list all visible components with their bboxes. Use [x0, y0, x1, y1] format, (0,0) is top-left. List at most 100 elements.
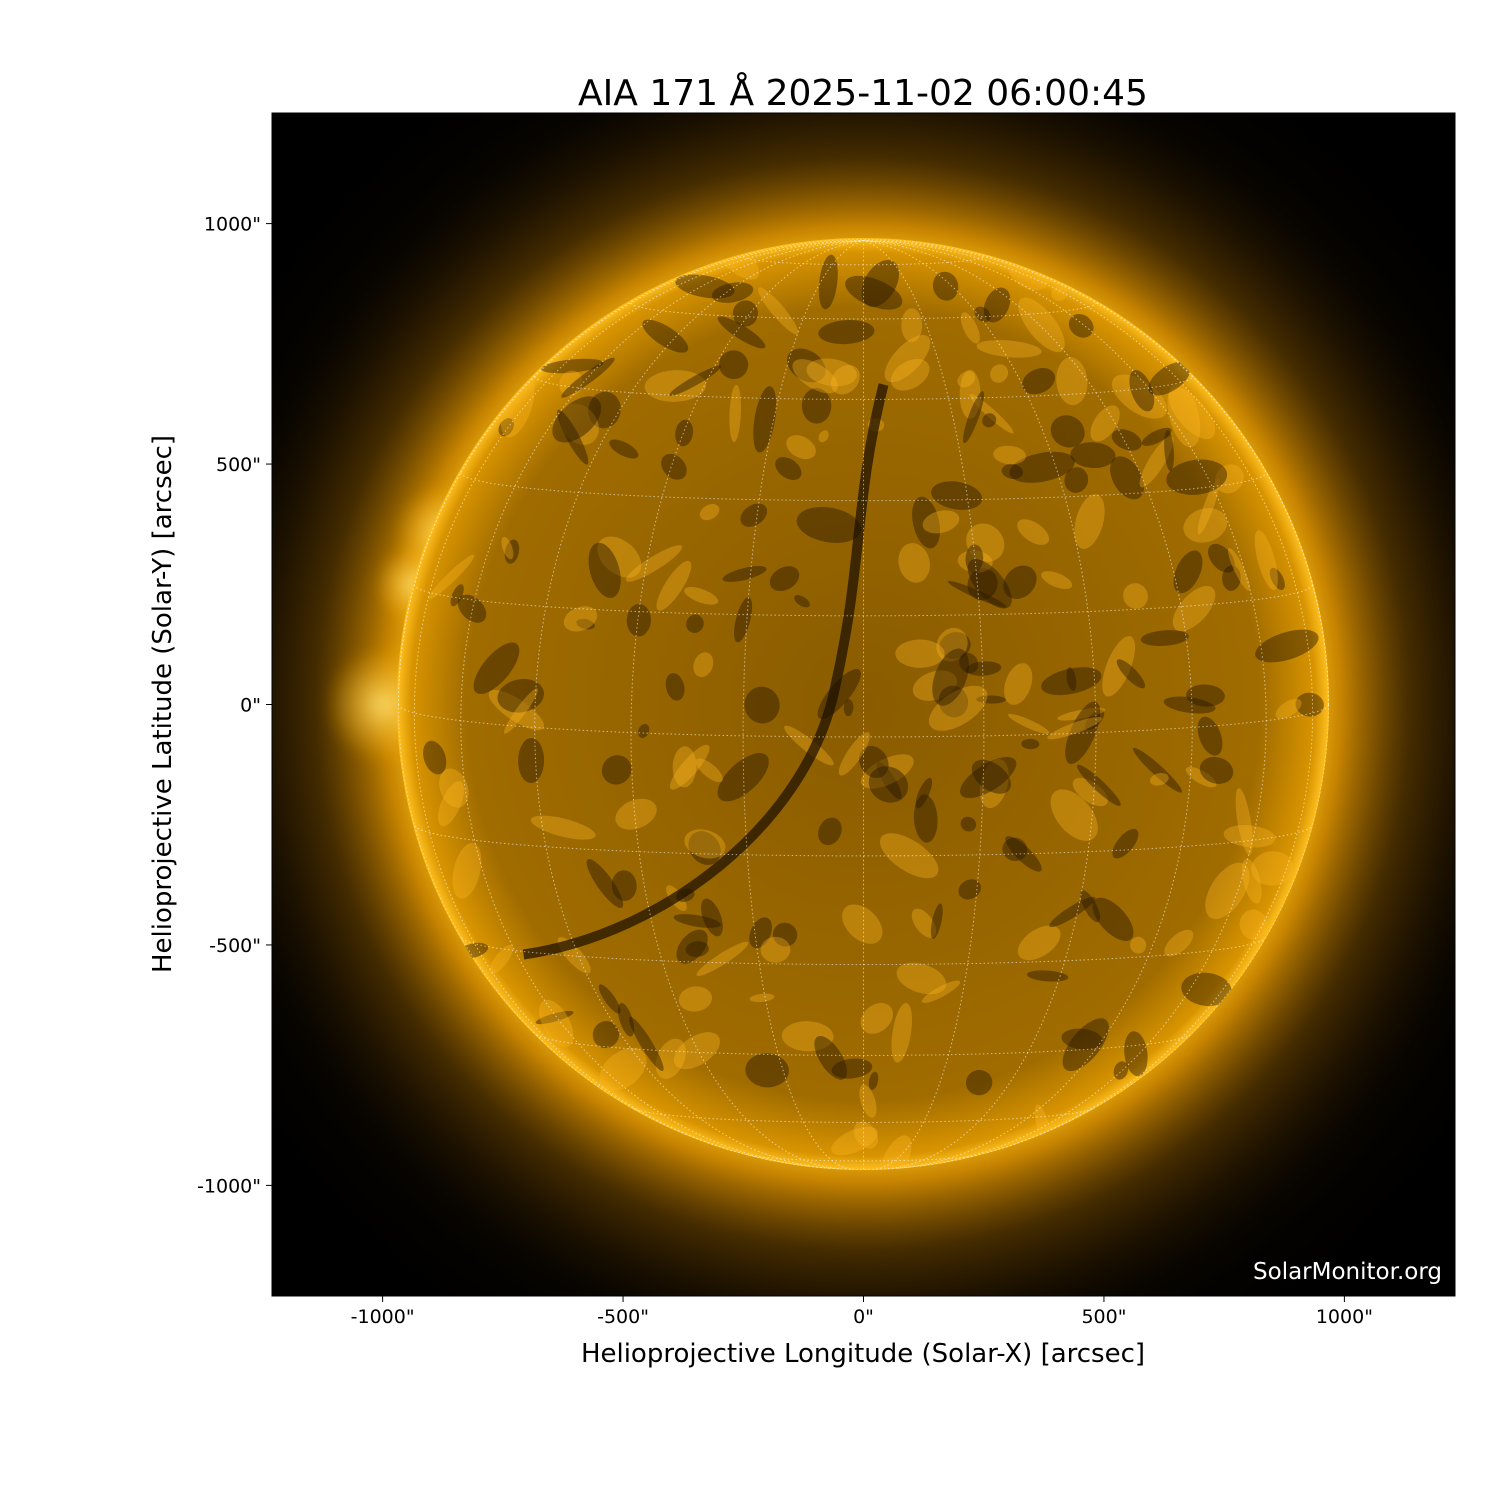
dark-region	[1166, 459, 1228, 495]
bright-region	[644, 370, 707, 402]
x-tick-label: -500"	[597, 1306, 649, 1328]
dark-region	[963, 391, 985, 444]
dark-region	[497, 678, 545, 713]
dark-region	[701, 898, 723, 937]
bright-region	[1102, 636, 1136, 697]
bright-region	[1149, 773, 1169, 786]
bright-region	[684, 829, 726, 859]
bright-region	[831, 1126, 878, 1156]
bright-region	[1074, 494, 1105, 549]
dark-region	[913, 794, 938, 843]
dark-region	[818, 319, 875, 345]
bright-region	[699, 503, 720, 521]
chart-title: AIA 171 Å 2025-11-02 06:00:45	[578, 71, 1148, 114]
dark-region	[1001, 464, 1024, 480]
y-tick-label: 0"	[240, 695, 261, 717]
bright-region	[1183, 508, 1228, 543]
bright-region	[1050, 789, 1098, 841]
bright-region	[1139, 436, 1174, 488]
grid-line	[460, 472, 1267, 502]
grid-line	[863, 240, 1097, 1170]
bright-region	[993, 445, 1027, 465]
dark-region	[982, 413, 997, 428]
bright-region	[563, 606, 598, 632]
bright-region	[1235, 788, 1253, 855]
dark-region	[673, 914, 721, 928]
x-tick-label: 1000"	[1316, 1306, 1373, 1328]
bright-region	[959, 369, 981, 419]
dark-region	[965, 1069, 993, 1096]
bright-region	[488, 689, 545, 731]
dark-region	[504, 539, 520, 564]
bright-region	[1205, 862, 1250, 919]
bright-region	[1056, 357, 1088, 406]
dark-region	[1124, 1031, 1148, 1077]
dark-region	[1003, 565, 1037, 599]
dark-region	[1002, 837, 1028, 861]
bright-region	[1072, 777, 1108, 807]
bright-region	[696, 941, 749, 977]
heliographic-grid	[397, 238, 1329, 1170]
dark-region	[1021, 738, 1040, 750]
bright-region	[1007, 713, 1050, 734]
bright-region	[1185, 766, 1217, 788]
bright-region	[895, 639, 945, 668]
bright-region	[749, 993, 775, 1003]
dark-region	[1116, 659, 1146, 689]
bright-region	[928, 685, 988, 731]
bright-region	[1228, 547, 1250, 591]
dark-region	[665, 673, 685, 701]
dark-region	[960, 816, 977, 832]
bright-region	[1017, 925, 1061, 961]
bright-region	[792, 359, 838, 394]
bright-region	[758, 287, 799, 335]
dark-region	[971, 759, 1011, 794]
y-axis-label: Helioprojective Latitude (Solar-Y) [arcs…	[148, 435, 178, 973]
bright-region	[1111, 374, 1167, 419]
dark-region	[1070, 442, 1116, 469]
bright-region	[884, 334, 931, 383]
dark-region	[1141, 427, 1172, 446]
x-axis-label: Helioprojective Longitude (Solar-X) [arc…	[581, 1339, 1145, 1369]
bright-region	[625, 545, 683, 582]
dark-region	[722, 566, 767, 582]
dark-region	[947, 580, 1007, 608]
bright-region	[500, 374, 535, 438]
y-tick-label: -500"	[209, 935, 261, 957]
bright-region	[1123, 583, 1148, 609]
bright-region	[672, 746, 697, 788]
bright-region	[684, 587, 719, 605]
grid-line	[863, 240, 1267, 1167]
dark-region	[932, 271, 959, 301]
x-axis: -1000" -500" 0" 500" 1000"	[351, 1296, 1373, 1328]
dark-region	[965, 661, 1002, 676]
bright-region	[853, 1121, 879, 1149]
dark-region	[1140, 630, 1189, 646]
dark-region	[1148, 361, 1191, 396]
dark-region	[818, 254, 838, 310]
bright-region	[979, 758, 1009, 809]
dark-region	[686, 614, 704, 633]
bright-region	[896, 962, 947, 995]
dark-region	[983, 287, 1011, 323]
bright-region	[1090, 405, 1120, 442]
bright-region	[489, 944, 514, 975]
bright-region	[966, 523, 1005, 562]
dark-region	[450, 584, 464, 607]
bright-region	[1168, 387, 1216, 440]
bright-region	[1164, 929, 1194, 957]
dark-region	[588, 542, 621, 598]
dark-region	[1186, 684, 1225, 707]
dark-region	[967, 568, 998, 601]
bright-region	[539, 999, 574, 1047]
dark-region	[1255, 629, 1319, 663]
bright-region	[729, 384, 742, 443]
bright-region	[1172, 585, 1216, 632]
bright-region	[879, 1135, 912, 1170]
dark-region	[1049, 896, 1096, 928]
dark-region	[711, 282, 754, 303]
dark-region	[1041, 667, 1102, 696]
grid-line	[460, 240, 864, 1167]
bright-region	[559, 370, 583, 397]
dark-region	[1026, 970, 1069, 982]
